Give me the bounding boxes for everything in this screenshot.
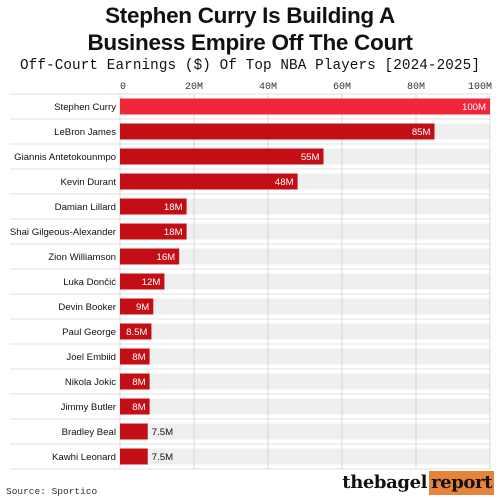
category-label: Zion Williamson xyxy=(48,252,116,263)
data-label: 7.5M xyxy=(152,427,173,438)
brand-logo: thebagel report xyxy=(342,471,494,495)
data-label: 85M xyxy=(412,127,431,138)
brand-logo-part2: report xyxy=(429,471,494,495)
x-tick-label: 0 xyxy=(120,82,126,93)
category-label: Shai Gilgeous-Alexander xyxy=(10,227,117,238)
category-label: Devin Booker xyxy=(58,302,116,313)
bar-track xyxy=(120,373,490,390)
x-tick-label: 60M xyxy=(333,82,351,93)
bar xyxy=(120,98,490,115)
x-tick-label: 80M xyxy=(407,82,425,93)
bar-track xyxy=(120,348,490,365)
data-label: 9M xyxy=(136,302,149,313)
data-label: 8M xyxy=(132,352,145,363)
data-label: 18M xyxy=(164,202,183,213)
brand-logo-part1: thebagel xyxy=(342,472,428,493)
category-label: Damian Lillard xyxy=(55,202,116,213)
category-label: Kevin Durant xyxy=(61,177,117,188)
x-tick-label: 100M xyxy=(468,82,492,93)
bar-track xyxy=(120,323,490,340)
bar xyxy=(120,373,150,390)
data-label: 16M xyxy=(157,252,176,263)
category-label: Stephen Curry xyxy=(54,102,116,113)
category-label: Bradley Beal xyxy=(62,427,116,438)
data-label: 8M xyxy=(132,402,145,413)
bar-chart: 0 20M 40M 60M 80M 100M Stephen Curry 100M LeBron… xyxy=(10,82,492,470)
category-label: Jimmy Butler xyxy=(61,402,117,413)
data-label: 100M xyxy=(462,102,486,113)
category-label: LeBron James xyxy=(54,127,116,138)
bar xyxy=(120,423,148,440)
bar xyxy=(120,248,180,265)
bar xyxy=(120,273,165,290)
bar xyxy=(120,348,150,365)
bar-track xyxy=(120,198,490,215)
bar-track xyxy=(120,423,490,440)
bar xyxy=(120,123,435,140)
bar-track xyxy=(120,273,490,290)
data-label: 48M xyxy=(275,177,294,188)
x-tick-label: 20M xyxy=(185,82,203,93)
data-label: 55M xyxy=(301,152,320,163)
bar xyxy=(120,223,187,240)
source-note: Source: Sportico xyxy=(6,486,98,497)
chart-title: Stephen Curry Is Building A Business Emp… xyxy=(0,2,500,56)
bar-track xyxy=(120,223,490,240)
bar xyxy=(120,298,154,315)
bar-track xyxy=(120,448,490,465)
data-label: 12M xyxy=(142,277,161,288)
category-label: Joel Embiid xyxy=(66,352,116,363)
category-label: Luka Dončić xyxy=(63,277,116,288)
bar-track xyxy=(120,248,490,265)
bar-track xyxy=(120,298,490,315)
category-label: Paul George xyxy=(62,327,116,338)
data-label: 18M xyxy=(164,227,183,238)
category-label: Nikola Jokic xyxy=(65,377,116,388)
data-label: 8.5M xyxy=(126,327,147,338)
chart-title-line-1: Stephen Curry Is Building A xyxy=(105,3,395,28)
chart-subtitle: Off-Court Earnings ($) Of Top NBA Player… xyxy=(19,58,480,74)
bar xyxy=(120,148,324,165)
x-tick-label: 40M xyxy=(259,82,277,93)
category-label: Kawhi Leonard xyxy=(52,452,116,463)
bar-track xyxy=(120,398,490,415)
data-label: 8M xyxy=(132,377,145,388)
chart-title-line-2: Business Empire Off The Court xyxy=(87,30,413,55)
bar xyxy=(120,323,152,340)
data-label: 7.5M xyxy=(152,452,173,463)
bar xyxy=(120,173,298,190)
bar xyxy=(120,448,148,465)
bar xyxy=(120,198,187,215)
bar xyxy=(120,398,150,415)
category-label: Giannis Antetokounmpo xyxy=(14,152,116,163)
